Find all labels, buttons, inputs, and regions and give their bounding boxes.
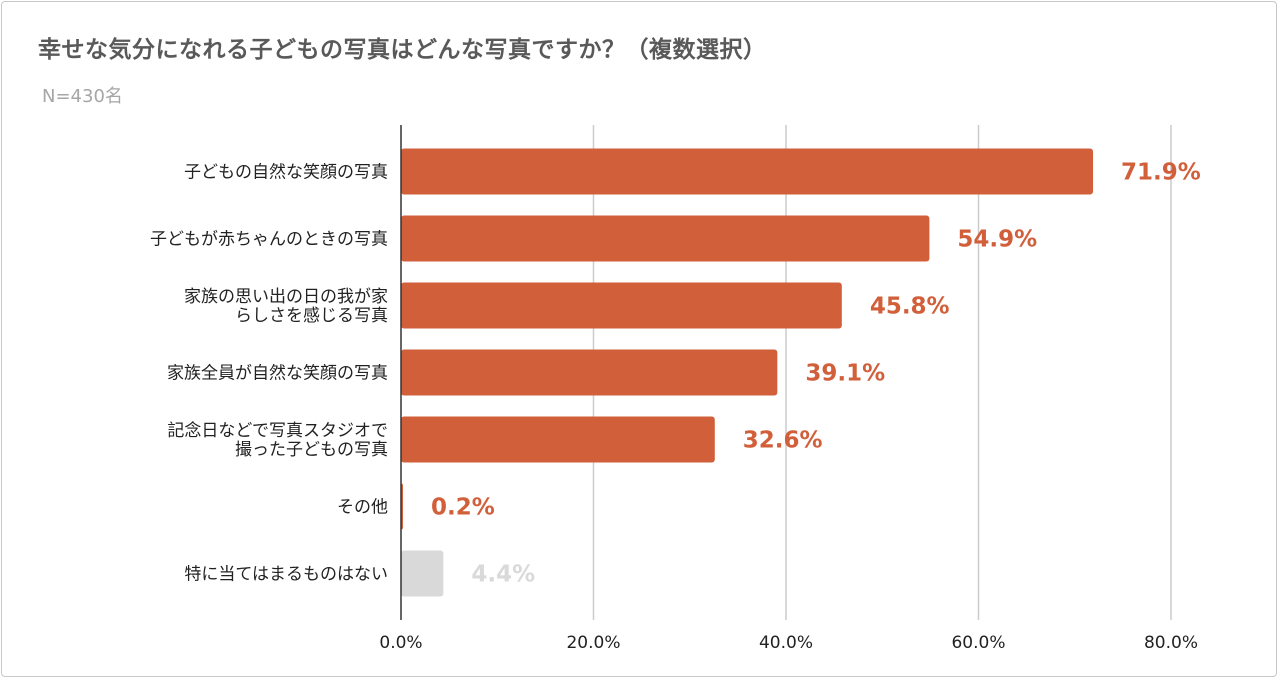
bar <box>401 148 1094 195</box>
category-label: 子どもの自然な笑顔の写真 <box>184 163 388 183</box>
bar <box>401 215 930 262</box>
category-label: 撮った子どもの写真 <box>235 440 388 460</box>
category-label: 子どもが赤ちゃんのときの写真 <box>150 230 388 250</box>
x-tick-labels: 0.0% 20.0% 40.0% 60.0% 80.0% <box>379 633 1198 653</box>
value-label: 4.4% <box>471 562 535 588</box>
gridlines <box>592 125 1172 620</box>
bar <box>401 550 444 597</box>
bar <box>401 349 778 396</box>
category-label: 特に当てはまるものはない <box>184 565 388 585</box>
value-label: 32.6% <box>743 428 823 454</box>
x-tick-label: 80.0% <box>1144 633 1198 653</box>
chart-subtitle: N=430名 <box>42 86 123 107</box>
value-labels: 71.9% 54.9% 45.8% 39.1% 32.6% 0.2% 4.4% <box>431 160 1201 588</box>
chart-title: 幸せな気分になれる子どもの写真はどんな写真ですか？（複数選択） <box>38 37 767 63</box>
category-label: 家族の思い出の日の我が家 <box>184 287 388 307</box>
value-label: 0.2% <box>431 495 495 521</box>
bar <box>401 282 842 329</box>
bar <box>401 416 715 463</box>
category-label: その他 <box>337 498 388 518</box>
category-label: らしさを感じる写真 <box>235 306 388 326</box>
value-label: 39.1% <box>805 361 885 387</box>
x-tick-label: 0.0% <box>379 633 422 653</box>
x-tick-label: 20.0% <box>566 633 620 653</box>
x-tick-label: 60.0% <box>951 633 1005 653</box>
value-label: 71.9% <box>1121 160 1201 186</box>
category-label: 家族全員が自然な笑顔の写真 <box>167 364 388 384</box>
bars <box>401 148 1094 597</box>
category-label: 記念日などで写真スタジオで <box>167 420 388 441</box>
value-label: 54.9% <box>957 227 1037 253</box>
value-label: 45.8% <box>870 294 950 320</box>
x-tick-label: 40.0% <box>759 633 813 653</box>
category-labels: 子どもの自然な笑顔の写真子どもが赤ちゃんのときの写真家族の思い出の日の我が家らし… <box>150 163 388 585</box>
